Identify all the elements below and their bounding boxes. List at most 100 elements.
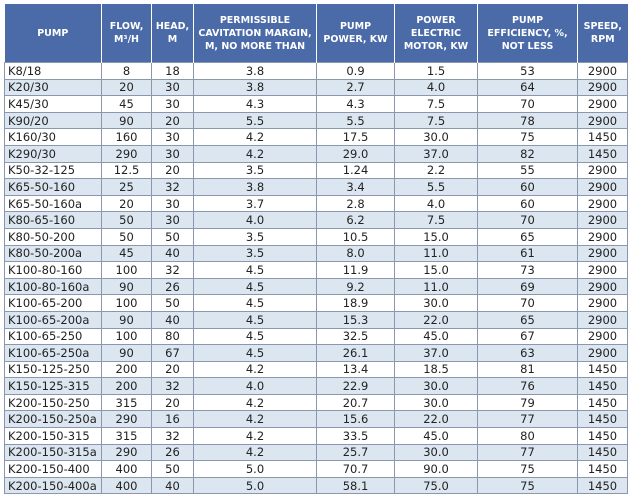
table-row: K160/30 160 30 4.2 17.5 30.0 75 1450: [4, 128, 628, 146]
value-cell: 290: [101, 144, 152, 163]
pump-cell: K200-150-250a: [4, 410, 102, 429]
value-cell: 22.9: [316, 377, 395, 395]
pump-cell: K200-150-315a: [4, 443, 102, 462]
value-cell: 30.0: [394, 377, 478, 395]
pump-cell: K80-65-160: [4, 211, 102, 229]
value-cell: 75: [477, 128, 578, 146]
value-cell: 17.5: [316, 128, 395, 146]
table-row: K80-50-200a 45 40 3.5 8.0 11.0 61 2900: [4, 244, 628, 263]
pump-cell: K100-65-250: [4, 327, 102, 346]
pump-cell: K100-65-250a: [4, 344, 102, 362]
value-cell: 61: [477, 244, 578, 263]
value-cell: 90: [101, 277, 152, 296]
value-cell: 2900: [577, 244, 628, 263]
value-cell: 290: [101, 410, 152, 429]
value-cell: 37.0: [394, 344, 478, 362]
value-cell: 3.8: [193, 62, 317, 80]
value-cell: 58.1: [316, 476, 395, 495]
table-row: K90/20 90 20 5.5 5.5 7.5 78 2900: [4, 111, 628, 130]
header-cell: PUMP: [4, 4, 102, 63]
value-cell: 100: [101, 294, 152, 312]
table-row: K8/18 8 18 3.8 0.9 1.5 53 2900: [4, 62, 628, 80]
value-cell: 70: [477, 294, 578, 312]
value-cell: 63: [477, 344, 578, 362]
pump-cell: K20/30: [4, 78, 102, 97]
table-header: PUMP FLOW, M³/H HEAD, M PERMISSIBLE CAVITAT…: [4, 4, 628, 63]
value-cell: 15.0: [394, 261, 478, 279]
pump-cell: K65-50-160: [4, 178, 102, 196]
table-row: K150-125-315 200 32 4.0 22.9 30.0 76 1450: [4, 377, 628, 395]
value-cell: 26: [151, 277, 194, 296]
pump-cell: K200-150-315: [4, 427, 102, 445]
value-cell: 32: [151, 178, 194, 196]
value-cell: 2.2: [394, 161, 478, 180]
value-cell: 75: [477, 476, 578, 495]
table-row: K200-150-400 400 50 5.0 70.7 90.0 75 1450: [4, 460, 628, 478]
pump-cell: K150-125-250: [4, 360, 102, 379]
value-cell: 70: [477, 211, 578, 229]
value-cell: 4.0: [193, 377, 317, 395]
value-cell: 1450: [577, 427, 628, 445]
value-cell: 2900: [577, 194, 628, 213]
value-cell: 45.0: [394, 427, 478, 445]
value-cell: 30: [151, 194, 194, 213]
value-cell: 2900: [577, 310, 628, 329]
header-cell: PUMP EFFICIENCY, %, NOT LESS: [477, 4, 578, 63]
value-cell: 67: [477, 327, 578, 346]
value-cell: 290: [101, 443, 152, 462]
value-cell: 13.4: [316, 360, 395, 379]
table-row: K150-125-250 200 20 4.2 13.4 18.5 81 1450: [4, 360, 628, 379]
value-cell: 45.0: [394, 327, 478, 346]
value-cell: 4.3: [193, 95, 317, 113]
value-cell: 60: [477, 178, 578, 196]
value-cell: 29.0: [316, 144, 395, 163]
value-cell: 3.8: [193, 78, 317, 97]
value-cell: 4.5: [193, 327, 317, 346]
value-cell: 200: [101, 360, 152, 379]
value-cell: 4.2: [193, 410, 317, 429]
pump-cell: K100-80-160: [4, 261, 102, 279]
value-cell: 2900: [577, 227, 628, 246]
value-cell: 30: [151, 78, 194, 97]
value-cell: 1450: [577, 393, 628, 412]
value-cell: 4.2: [193, 144, 317, 163]
table-row: K20/30 20 30 3.8 2.7 4.0 64 2900: [4, 78, 628, 97]
value-cell: 73: [477, 261, 578, 279]
pump-cell: K80-50-200: [4, 227, 102, 246]
value-cell: 4.5: [193, 294, 317, 312]
value-cell: 3.7: [193, 194, 317, 213]
value-cell: 81: [477, 360, 578, 379]
value-cell: 4.2: [193, 360, 317, 379]
value-cell: 45: [101, 95, 152, 113]
value-cell: 1.5: [394, 62, 478, 80]
value-cell: 8: [101, 62, 152, 80]
value-cell: 100: [101, 261, 152, 279]
table-row: K290/30 290 30 4.2 29.0 37.0 82 1450: [4, 144, 628, 163]
value-cell: 90: [101, 111, 152, 130]
value-cell: 5.0: [193, 476, 317, 495]
value-cell: 50: [151, 227, 194, 246]
value-cell: 75.0: [394, 476, 478, 495]
value-cell: 20.7: [316, 393, 395, 412]
table-row: K80-50-200 50 50 3.5 10.5 15.0 65 2900: [4, 227, 628, 246]
header-cell: PERMISSIBLE CAVITATION MARGIN, M, NO MOR…: [193, 4, 317, 63]
table-row: K80-65-160 50 30 4.0 6.2 7.5 70 2900: [4, 211, 628, 229]
table-row: K200-150-400a 400 40 5.0 58.1 75.0 75 1450: [4, 476, 628, 495]
value-cell: 18.9: [316, 294, 395, 312]
value-cell: 3.8: [193, 178, 317, 196]
value-cell: 4.5: [193, 344, 317, 362]
pump-table: PUMP FLOW, M³/H HEAD, M PERMISSIBLE CAVITAT…: [4, 4, 628, 495]
value-cell: 40: [151, 310, 194, 329]
value-cell: 90: [101, 344, 152, 362]
value-cell: 4.3: [316, 95, 395, 113]
value-cell: 22.0: [394, 310, 478, 329]
value-cell: 2900: [577, 111, 628, 130]
value-cell: 4.5: [193, 310, 317, 329]
value-cell: 30: [151, 144, 194, 163]
value-cell: 2900: [577, 261, 628, 279]
pump-cell: K150-125-315: [4, 377, 102, 395]
table-row: K200-150-250 315 20 4.2 20.7 30.0 79 1450: [4, 393, 628, 412]
value-cell: 1450: [577, 443, 628, 462]
value-cell: 4.2: [193, 427, 317, 445]
value-cell: 1450: [577, 144, 628, 163]
